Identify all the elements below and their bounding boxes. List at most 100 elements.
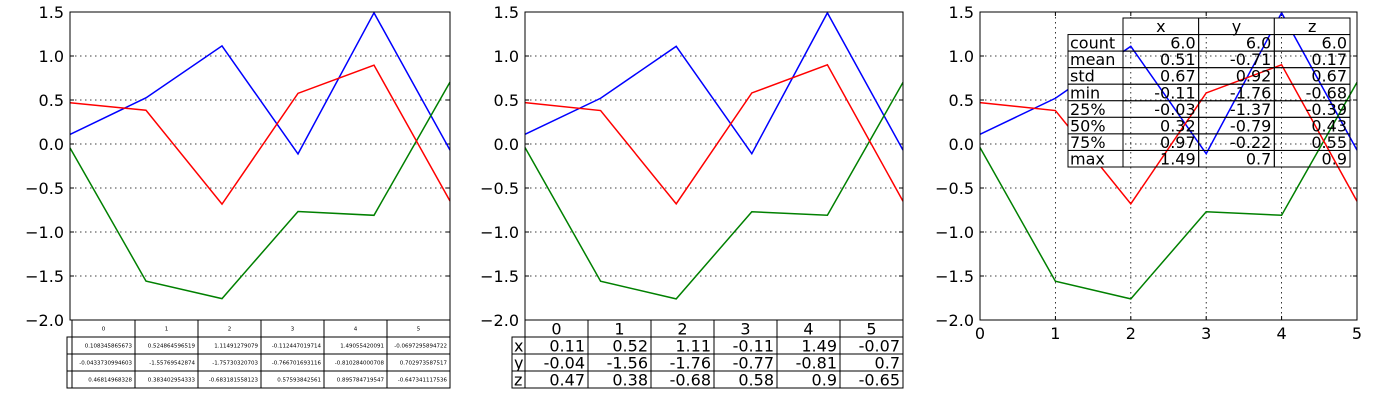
- p1-table-cell: [386, 370, 451, 389]
- p3-y-tick-label: 1.0: [949, 47, 974, 66]
- p1-table-cell-value: -0.112447019714: [272, 343, 322, 349]
- p1-table-col-header: 2: [228, 326, 232, 332]
- p2-table-cell-value: 1.49: [801, 336, 837, 355]
- p2-y-tick-label: 0.0: [494, 135, 519, 154]
- p2-y-tick-label: −1.5: [480, 267, 519, 286]
- p3-x-tick-label: 0: [975, 324, 985, 343]
- p1-table-cell-value: -0.0433730994603: [79, 360, 132, 366]
- p3-table-cell-value: 0.55: [1311, 133, 1347, 152]
- plot-1: 1.5 1.0 0.5 0.0 −0.5 −1.0 −1.5 −2.0 0 1 2 3 4 5 0.1083…: [25, 3, 451, 389]
- p1-y-tick-label: −2.0: [25, 311, 64, 330]
- p2-table-cell-value: 0.52: [612, 336, 648, 355]
- p2-table-col-header: 1: [614, 319, 624, 338]
- p3-y-tick-label: −0.5: [935, 179, 974, 198]
- p3-table-row-label: std: [1070, 67, 1095, 86]
- p3-y-tick-label: −1.5: [935, 267, 974, 286]
- p3-table-cell-value: -0.71: [1230, 50, 1271, 69]
- p3-table-row-label: 75%: [1070, 133, 1106, 152]
- p2-table-cell-value: 0.9: [812, 370, 837, 389]
- p1-table-col-header: 0: [102, 326, 106, 332]
- p3-table-cell-value: -0.11: [1154, 83, 1195, 102]
- p1-y-tick-label: 1.5: [39, 3, 64, 22]
- p2-table-cell-value: 1.11: [675, 336, 711, 355]
- p2-series-line-x: [524, 11, 904, 156]
- p3-table-cell: [1273, 149, 1351, 168]
- p2-y-tick-label: 1.5: [494, 3, 519, 22]
- p2-series-line-y: [524, 82, 904, 300]
- p1-table-cell-value: 0.524864596519: [148, 343, 196, 349]
- p1-table-cell-value: 0.46814968328: [88, 377, 132, 383]
- p3-x-tick-label: 1: [1050, 324, 1060, 343]
- p1-table-cell-value: 0.895784719547: [337, 377, 385, 383]
- p1-y-tick-label: 0.0: [39, 135, 64, 154]
- p3-table-cell-value: 0.7: [1246, 149, 1271, 168]
- plot-2: 1.5 1.0 0.5 0.0 −0.5 −1.0 −1.5 −2.0 0 1 2 3 4 5 x 0.11 0…: [480, 3, 904, 389]
- p2-table-cell-value: 0.47: [549, 370, 585, 389]
- p1-axes-frame: [69, 11, 451, 321]
- p3-table-row-label: max: [1070, 149, 1105, 168]
- p3-x-tick-label: 4: [1277, 324, 1287, 343]
- p3-table-row-label: 25%: [1070, 100, 1106, 119]
- p2-table-col-header: 5: [866, 319, 876, 338]
- p2-table-cell-value: -0.65: [859, 370, 900, 389]
- p3-table-cell-value: 0.92: [1236, 67, 1272, 86]
- p1-table-row-label-cell: [66, 370, 73, 389]
- plot-3: 1.5 1.0 0.5 0.0 −0.5 −1.0 −1.5 −2.00 1 2 3 4 5 x y z cou…: [935, 3, 1362, 343]
- p3-table-cell-value: 6.0: [1246, 34, 1271, 53]
- p1-table-cell-value: 0.383402954333: [148, 377, 196, 383]
- p1-table-col-header: 5: [417, 326, 421, 332]
- p3-table-cell-value: 0.51: [1160, 50, 1196, 69]
- p2-table-cell-value: -0.81: [796, 353, 837, 372]
- p1-table-cell-value: 0.108345865673: [85, 343, 133, 349]
- p3-series-line-x: [979, 11, 1358, 156]
- p2-table-cell-value: -0.11: [733, 336, 774, 355]
- p2-table-cell-value: 0.7: [875, 353, 900, 372]
- p1-table-cell-value: -0.683181558123: [209, 377, 259, 383]
- p3-y-tick-label: 1.5: [949, 3, 974, 22]
- p3-table-cell-value: 1.49: [1160, 149, 1196, 168]
- p3-series-line-z: [979, 63, 1358, 206]
- p2-table-cell-value: 0.38: [612, 370, 648, 389]
- p3-table-cell-value: 0.67: [1160, 67, 1196, 86]
- p3-table-cell-value: 0.67: [1311, 67, 1347, 86]
- p1-table-cell-value: -1.75730320703: [212, 360, 258, 366]
- p3-table-cell-value: 0.17: [1311, 50, 1347, 69]
- p3-axes-frame: [979, 11, 1358, 321]
- p3-table-cell-value: -0.39: [1306, 100, 1347, 119]
- p2-table-row-label: y: [514, 353, 523, 372]
- p2-y-tick-label: −0.5: [480, 179, 519, 198]
- p3-table-cell-value: -0.22: [1230, 133, 1271, 152]
- p2-y-tick-label: −2.0: [480, 311, 519, 330]
- p3-table-cell-value: -1.76: [1230, 83, 1271, 102]
- p1-table-col-header: 4: [354, 326, 358, 332]
- p3-table-col-header: y: [1232, 17, 1241, 36]
- p2-y-tick-label: 0.5: [494, 91, 519, 110]
- p3-table-row-label: mean: [1070, 50, 1115, 69]
- p2-table-cell: [839, 370, 904, 389]
- p2-table-cell-value: -0.07: [859, 336, 900, 355]
- p1-series-line-z: [69, 64, 451, 206]
- p1-table-row-label-cell: [66, 336, 73, 355]
- p2-table-cell-value: 0.58: [738, 370, 774, 389]
- p1-table-row-label-cell: [66, 353, 73, 372]
- p1-table-col-header: 1: [165, 326, 169, 332]
- p1-y-tick-label: 1.0: [39, 47, 64, 66]
- p3-table-col-header: x: [1156, 17, 1165, 36]
- p3-table-cell-value: 6.0: [1170, 34, 1195, 53]
- p1-table-cell-value: -1.55769542874: [149, 360, 195, 366]
- p2-axes-frame: [524, 11, 904, 321]
- p1-table-cell-value: -0.0697295894722: [394, 343, 447, 349]
- p2-y-tick-label: −1.0: [480, 223, 519, 242]
- p2-table-cell-value: -1.56: [607, 353, 648, 372]
- p3-table-row-label: count: [1070, 34, 1115, 53]
- p2-table-col-header: 3: [740, 319, 750, 338]
- p2-table-row-label: x: [514, 336, 523, 355]
- p3-x-tick-label: 2: [1126, 324, 1136, 343]
- p3-table-cell-value: 0.9: [1322, 149, 1347, 168]
- p2-table-cell-value: -0.04: [544, 353, 585, 372]
- p3-table-cell-value: 0.32: [1160, 116, 1196, 135]
- p1-table-cell-value: 0.702973587517: [400, 360, 448, 366]
- p2-table-cell-value: 0.11: [549, 336, 585, 355]
- p1-series-line-y: [69, 81, 451, 300]
